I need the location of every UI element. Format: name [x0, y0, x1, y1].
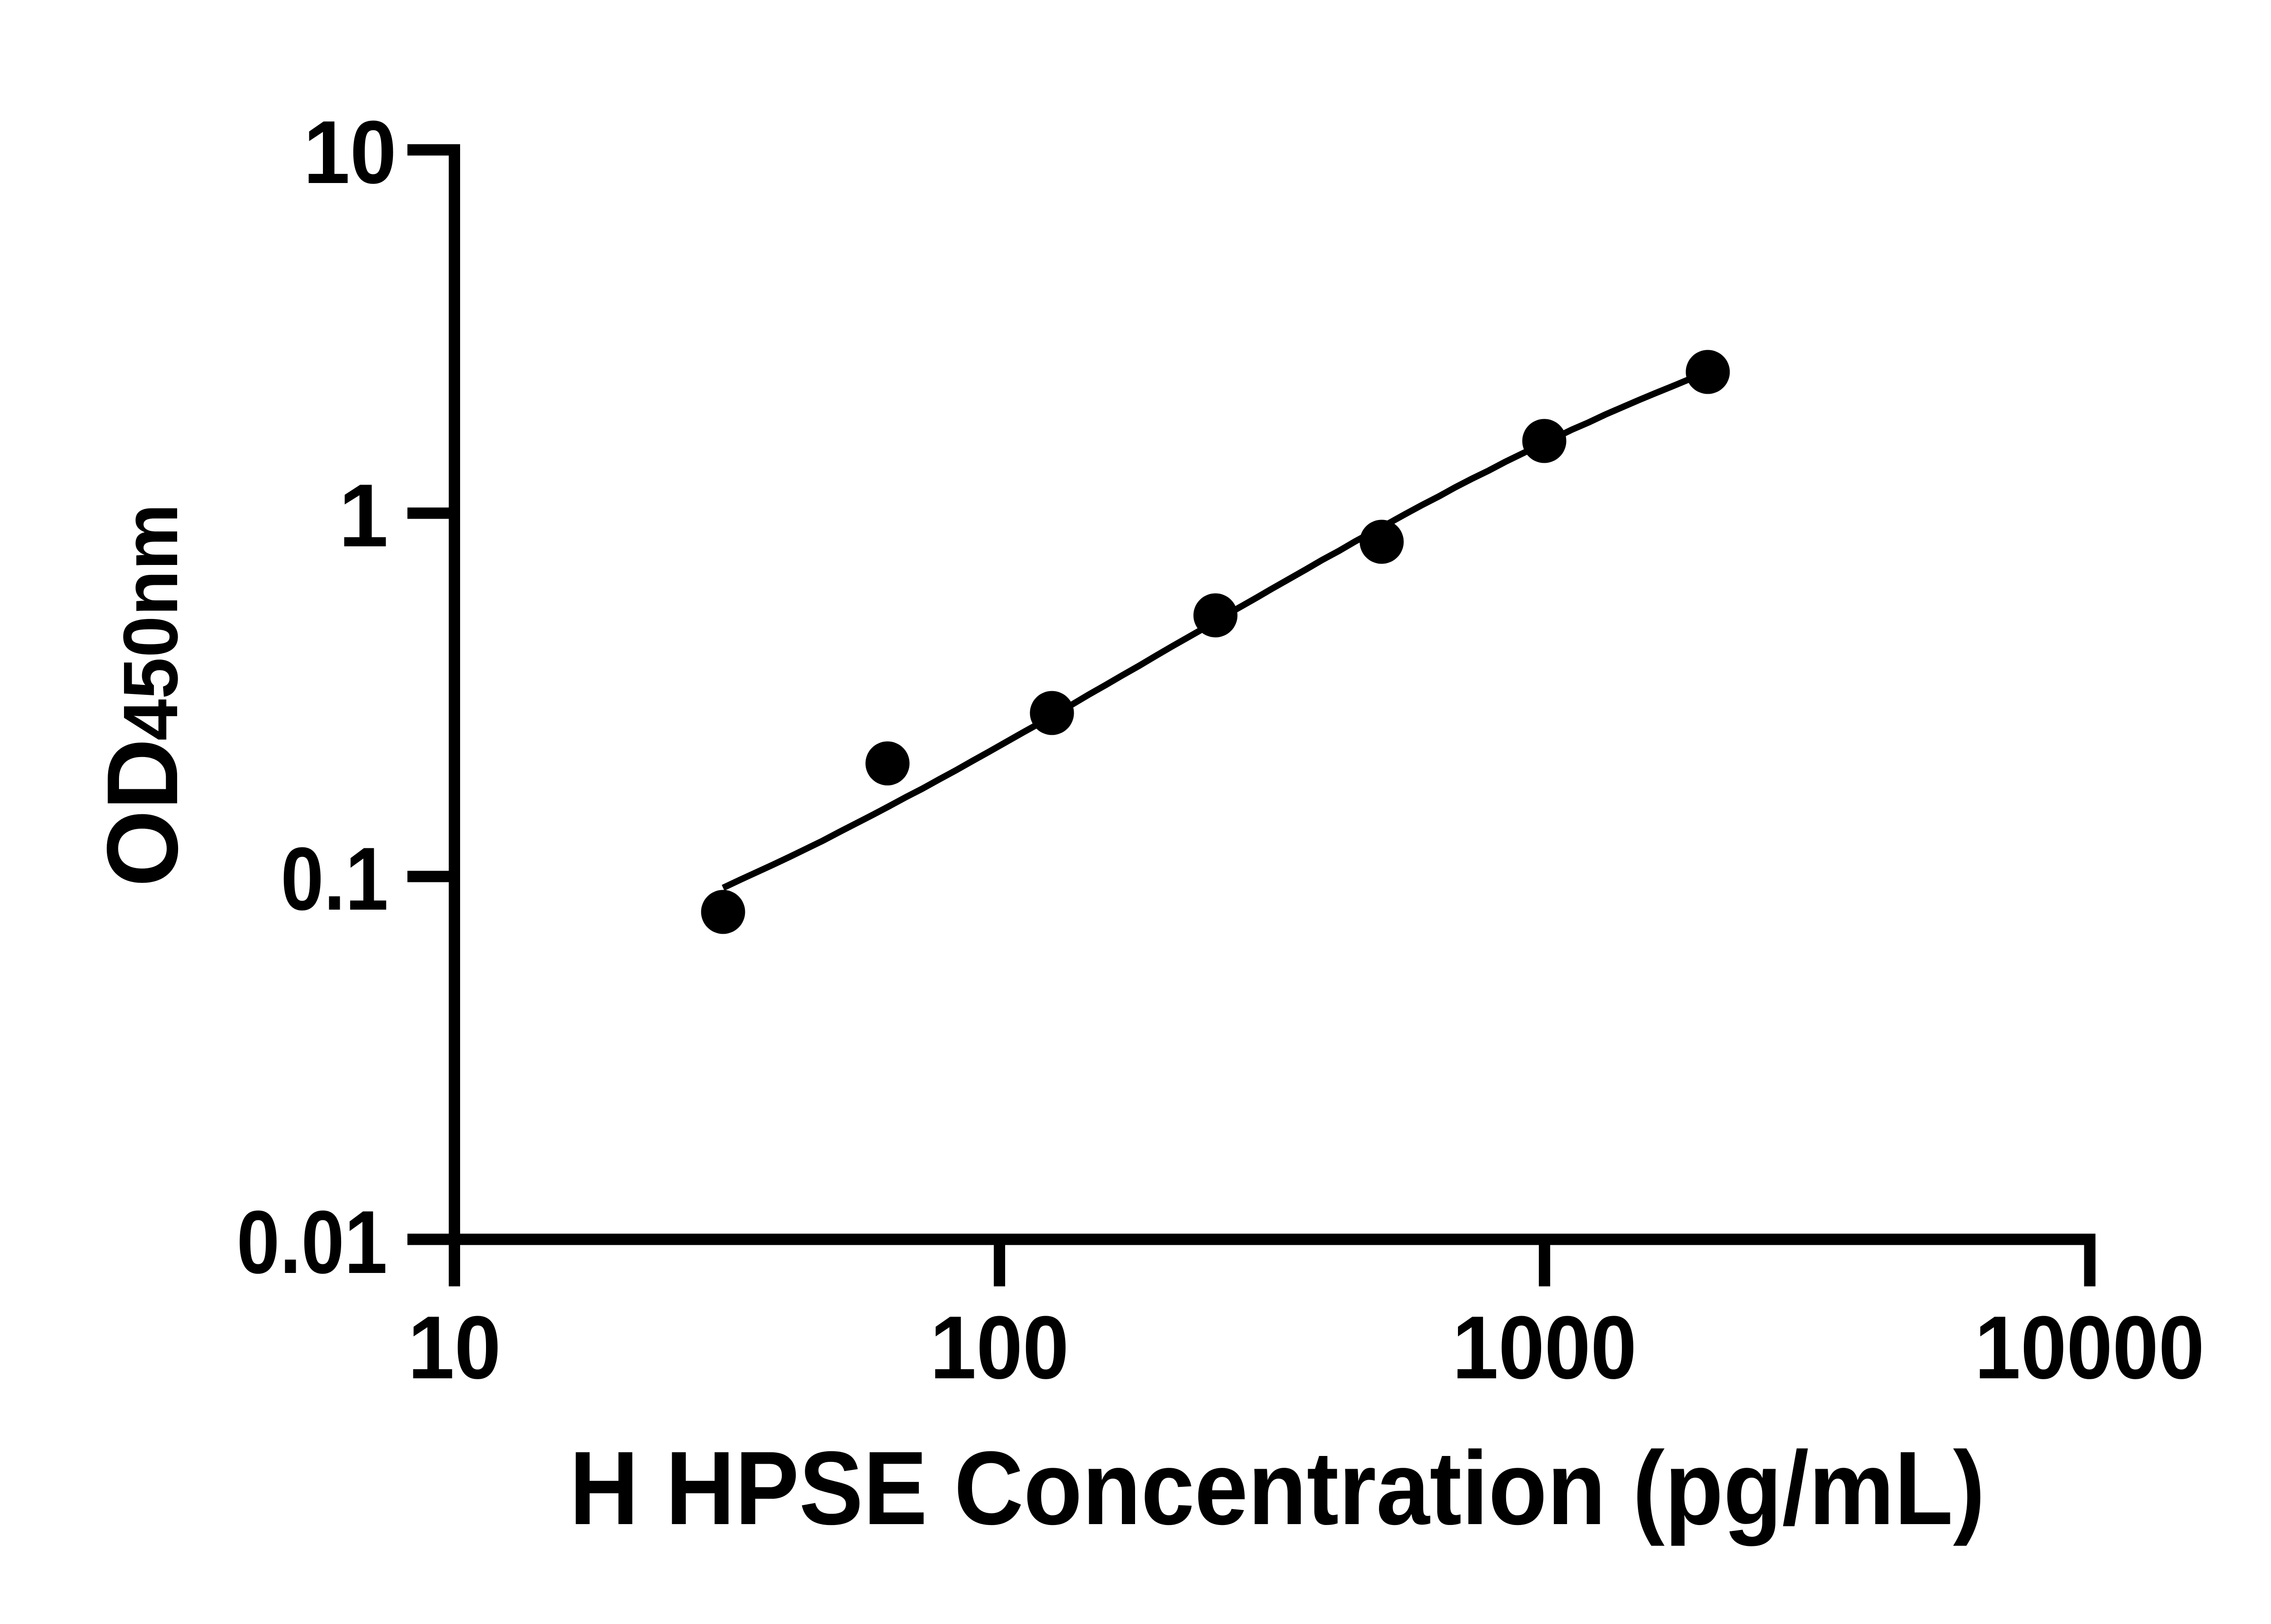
svg-text:1: 1 — [338, 465, 388, 565]
svg-text:10: 10 — [303, 102, 397, 202]
svg-text:10000: 10000 — [1975, 1297, 2205, 1397]
svg-text:450nm: 450nm — [108, 504, 194, 741]
svg-text:OD: OD — [86, 738, 199, 887]
svg-text:0.1: 0.1 — [281, 829, 388, 929]
svg-text:0.01: 0.01 — [237, 1192, 387, 1292]
svg-text:1000: 1000 — [1453, 1297, 1637, 1397]
svg-text:H HPSE Concentration (pg/mL): H HPSE Concentration (pg/mL) — [570, 1430, 1985, 1546]
svg-text:100: 100 — [930, 1297, 1069, 1397]
svg-text:10: 10 — [408, 1297, 501, 1397]
